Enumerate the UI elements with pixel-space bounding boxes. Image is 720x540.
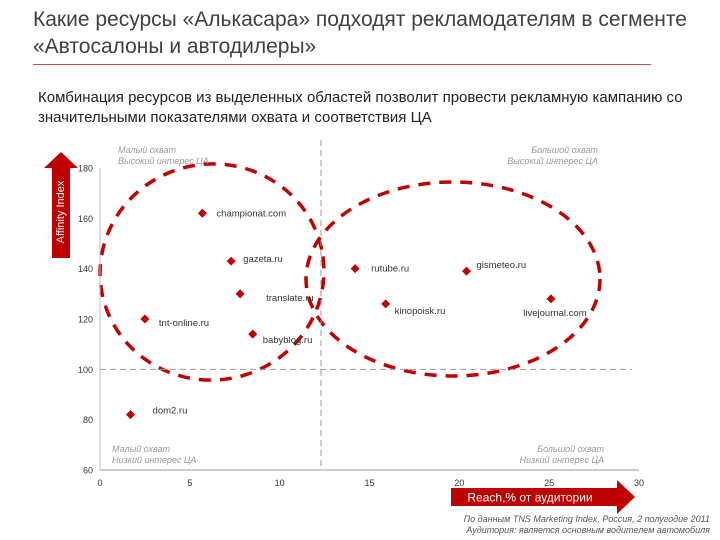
y-tick-label: 180: [78, 164, 93, 174]
data-point-livejournal-com: [546, 294, 556, 304]
x-axis-arrow-icon: [617, 480, 635, 514]
x-axis-label: Reach,% от аудитории: [467, 491, 592, 505]
quadrant-label-bottom-right: Низкий интерес ЦА: [520, 455, 604, 465]
x-axis-label-box: Reach,% от аудитории: [451, 480, 635, 514]
x-tick-label: 20: [454, 478, 464, 488]
data-point-label: kinopoisk.ru: [395, 306, 446, 317]
data-point-label: translate.ru: [266, 293, 314, 304]
quadrant-label-top-right: Большой охват: [531, 145, 598, 155]
quadrant-label-bottom-right: Большой охват: [537, 444, 604, 454]
quadrant-divider-lines: [100, 140, 632, 470]
data-points: championat.com gazeta.ru rutube.ru gismeteo…: [126, 208, 587, 420]
data-point-gazeta-ru: [226, 256, 236, 266]
data-point-gismeteo-ru: [462, 266, 472, 276]
y-tick-label: 160: [78, 214, 93, 224]
quadrant-label-bottom-left: Низкий интерес ЦА: [112, 455, 196, 465]
y-axis-arrow-icon: [44, 152, 78, 168]
slide-subtitle: Комбинация ресурсов из выделенных област…: [38, 89, 683, 126]
y-tick-label: 80: [83, 415, 93, 425]
quadrant-label-top-left: Высокий интерес ЦА: [118, 156, 209, 166]
tick-labels: 60 80 100 120 140 160 180 0 5 10 15 20 25 30: [78, 164, 644, 489]
x-tick-label: 15: [364, 478, 374, 488]
data-point-translate-ru: [235, 289, 245, 299]
x-tick-label: 10: [275, 478, 285, 488]
chart-axes: [99, 168, 639, 471]
y-axis-label-box: Affinity Index: [44, 152, 78, 258]
data-point-label: livejournal.com: [523, 308, 586, 319]
y-tick-label: 60: [83, 466, 93, 476]
highlight-ellipse-left: [98, 162, 326, 382]
data-point-kinopoisk-ru: [381, 299, 391, 309]
x-axis-label-background: [451, 488, 617, 506]
y-tick-label: 120: [78, 315, 93, 325]
x-tick-label: 30: [634, 478, 644, 488]
data-point-label: tnt-online.ru: [159, 318, 209, 329]
source-note-line-1: По данным TNS Marketing Index, Россия, 2…: [463, 514, 710, 524]
y-axis-label: Affinity Index: [55, 180, 67, 243]
data-point-tnt-online-ru: [140, 314, 150, 324]
y-tick-label: 100: [78, 365, 93, 375]
data-point-label: gazeta.ru: [243, 254, 283, 265]
source-note: По данным TNS Marketing Index, Россия, 2…: [360, 514, 710, 536]
data-point-label: babyblog.ru: [263, 335, 313, 346]
data-point-dom2-ru: [126, 410, 136, 420]
data-point-label: gismeteo.ru: [477, 260, 527, 271]
data-point-label: rutube.ru: [371, 264, 409, 275]
source-note-line-2: Аудитория: является основным водителем а…: [466, 525, 710, 535]
data-point-label: championat.com: [216, 208, 286, 219]
slide-title: Какие ресурсы «Алькасара» подходят рекла…: [33, 8, 687, 58]
title-divider: [33, 64, 651, 65]
y-tick-label: 140: [78, 264, 93, 274]
data-point-babyblog-ru: [248, 329, 258, 339]
quadrant-label-bottom-left: Малый охват: [112, 444, 171, 454]
data-point-rutube-ru: [350, 264, 360, 274]
quadrant-label-top-right: Высокий интерес ЦА: [507, 156, 598, 166]
highlight-ellipses: [98, 162, 602, 382]
x-tick-label: 0: [97, 478, 102, 488]
quadrant-label-top-left: Малый охват: [118, 145, 177, 155]
x-tick-label: 25: [544, 478, 554, 488]
y-axis-label-background: [52, 166, 70, 258]
data-point-label: dom2.ru: [153, 406, 188, 417]
highlight-ellipse-right: [304, 180, 602, 378]
x-tick-label: 5: [187, 478, 192, 488]
data-point-championat-com: [197, 208, 207, 218]
